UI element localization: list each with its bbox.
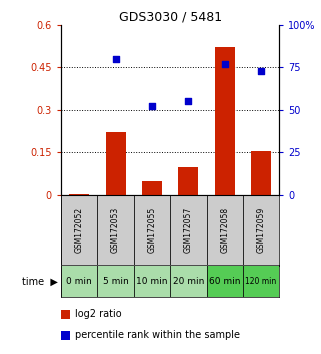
Text: 120 min: 120 min bbox=[246, 277, 277, 286]
Bar bbox=[215, 47, 235, 195]
Text: time  ▶: time ▶ bbox=[22, 276, 58, 286]
Bar bbox=[106, 132, 126, 195]
Text: GSM172059: GSM172059 bbox=[256, 207, 265, 253]
Text: percentile rank within the sample: percentile rank within the sample bbox=[75, 330, 240, 341]
Bar bbox=[97, 266, 134, 297]
Text: GSM172057: GSM172057 bbox=[184, 207, 193, 253]
Text: 20 min: 20 min bbox=[173, 277, 204, 286]
Text: GSM172055: GSM172055 bbox=[147, 207, 156, 253]
Text: 5 min: 5 min bbox=[103, 277, 128, 286]
Text: 10 min: 10 min bbox=[136, 277, 168, 286]
Bar bbox=[61, 266, 97, 297]
Text: log2 ratio: log2 ratio bbox=[75, 309, 121, 319]
Bar bbox=[178, 167, 198, 195]
Text: 0 min: 0 min bbox=[66, 277, 92, 286]
Bar bbox=[97, 195, 134, 266]
Title: GDS3030 / 5481: GDS3030 / 5481 bbox=[118, 11, 222, 24]
Bar bbox=[69, 194, 89, 195]
Text: GSM172052: GSM172052 bbox=[75, 207, 84, 253]
Bar bbox=[243, 266, 279, 297]
Bar bbox=[61, 195, 97, 266]
Point bbox=[222, 61, 227, 67]
Point bbox=[186, 98, 191, 104]
Text: GSM172058: GSM172058 bbox=[220, 207, 229, 253]
Bar bbox=[206, 195, 243, 266]
Point bbox=[149, 103, 154, 109]
Point bbox=[113, 56, 118, 62]
Bar bbox=[134, 266, 170, 297]
Bar bbox=[142, 181, 162, 195]
Bar bbox=[134, 195, 170, 266]
Bar bbox=[251, 151, 271, 195]
Bar bbox=[243, 195, 279, 266]
Text: GSM172053: GSM172053 bbox=[111, 207, 120, 253]
Bar bbox=[206, 266, 243, 297]
Bar bbox=[170, 266, 206, 297]
Text: 60 min: 60 min bbox=[209, 277, 240, 286]
Point bbox=[258, 68, 264, 74]
Bar bbox=[170, 195, 206, 266]
